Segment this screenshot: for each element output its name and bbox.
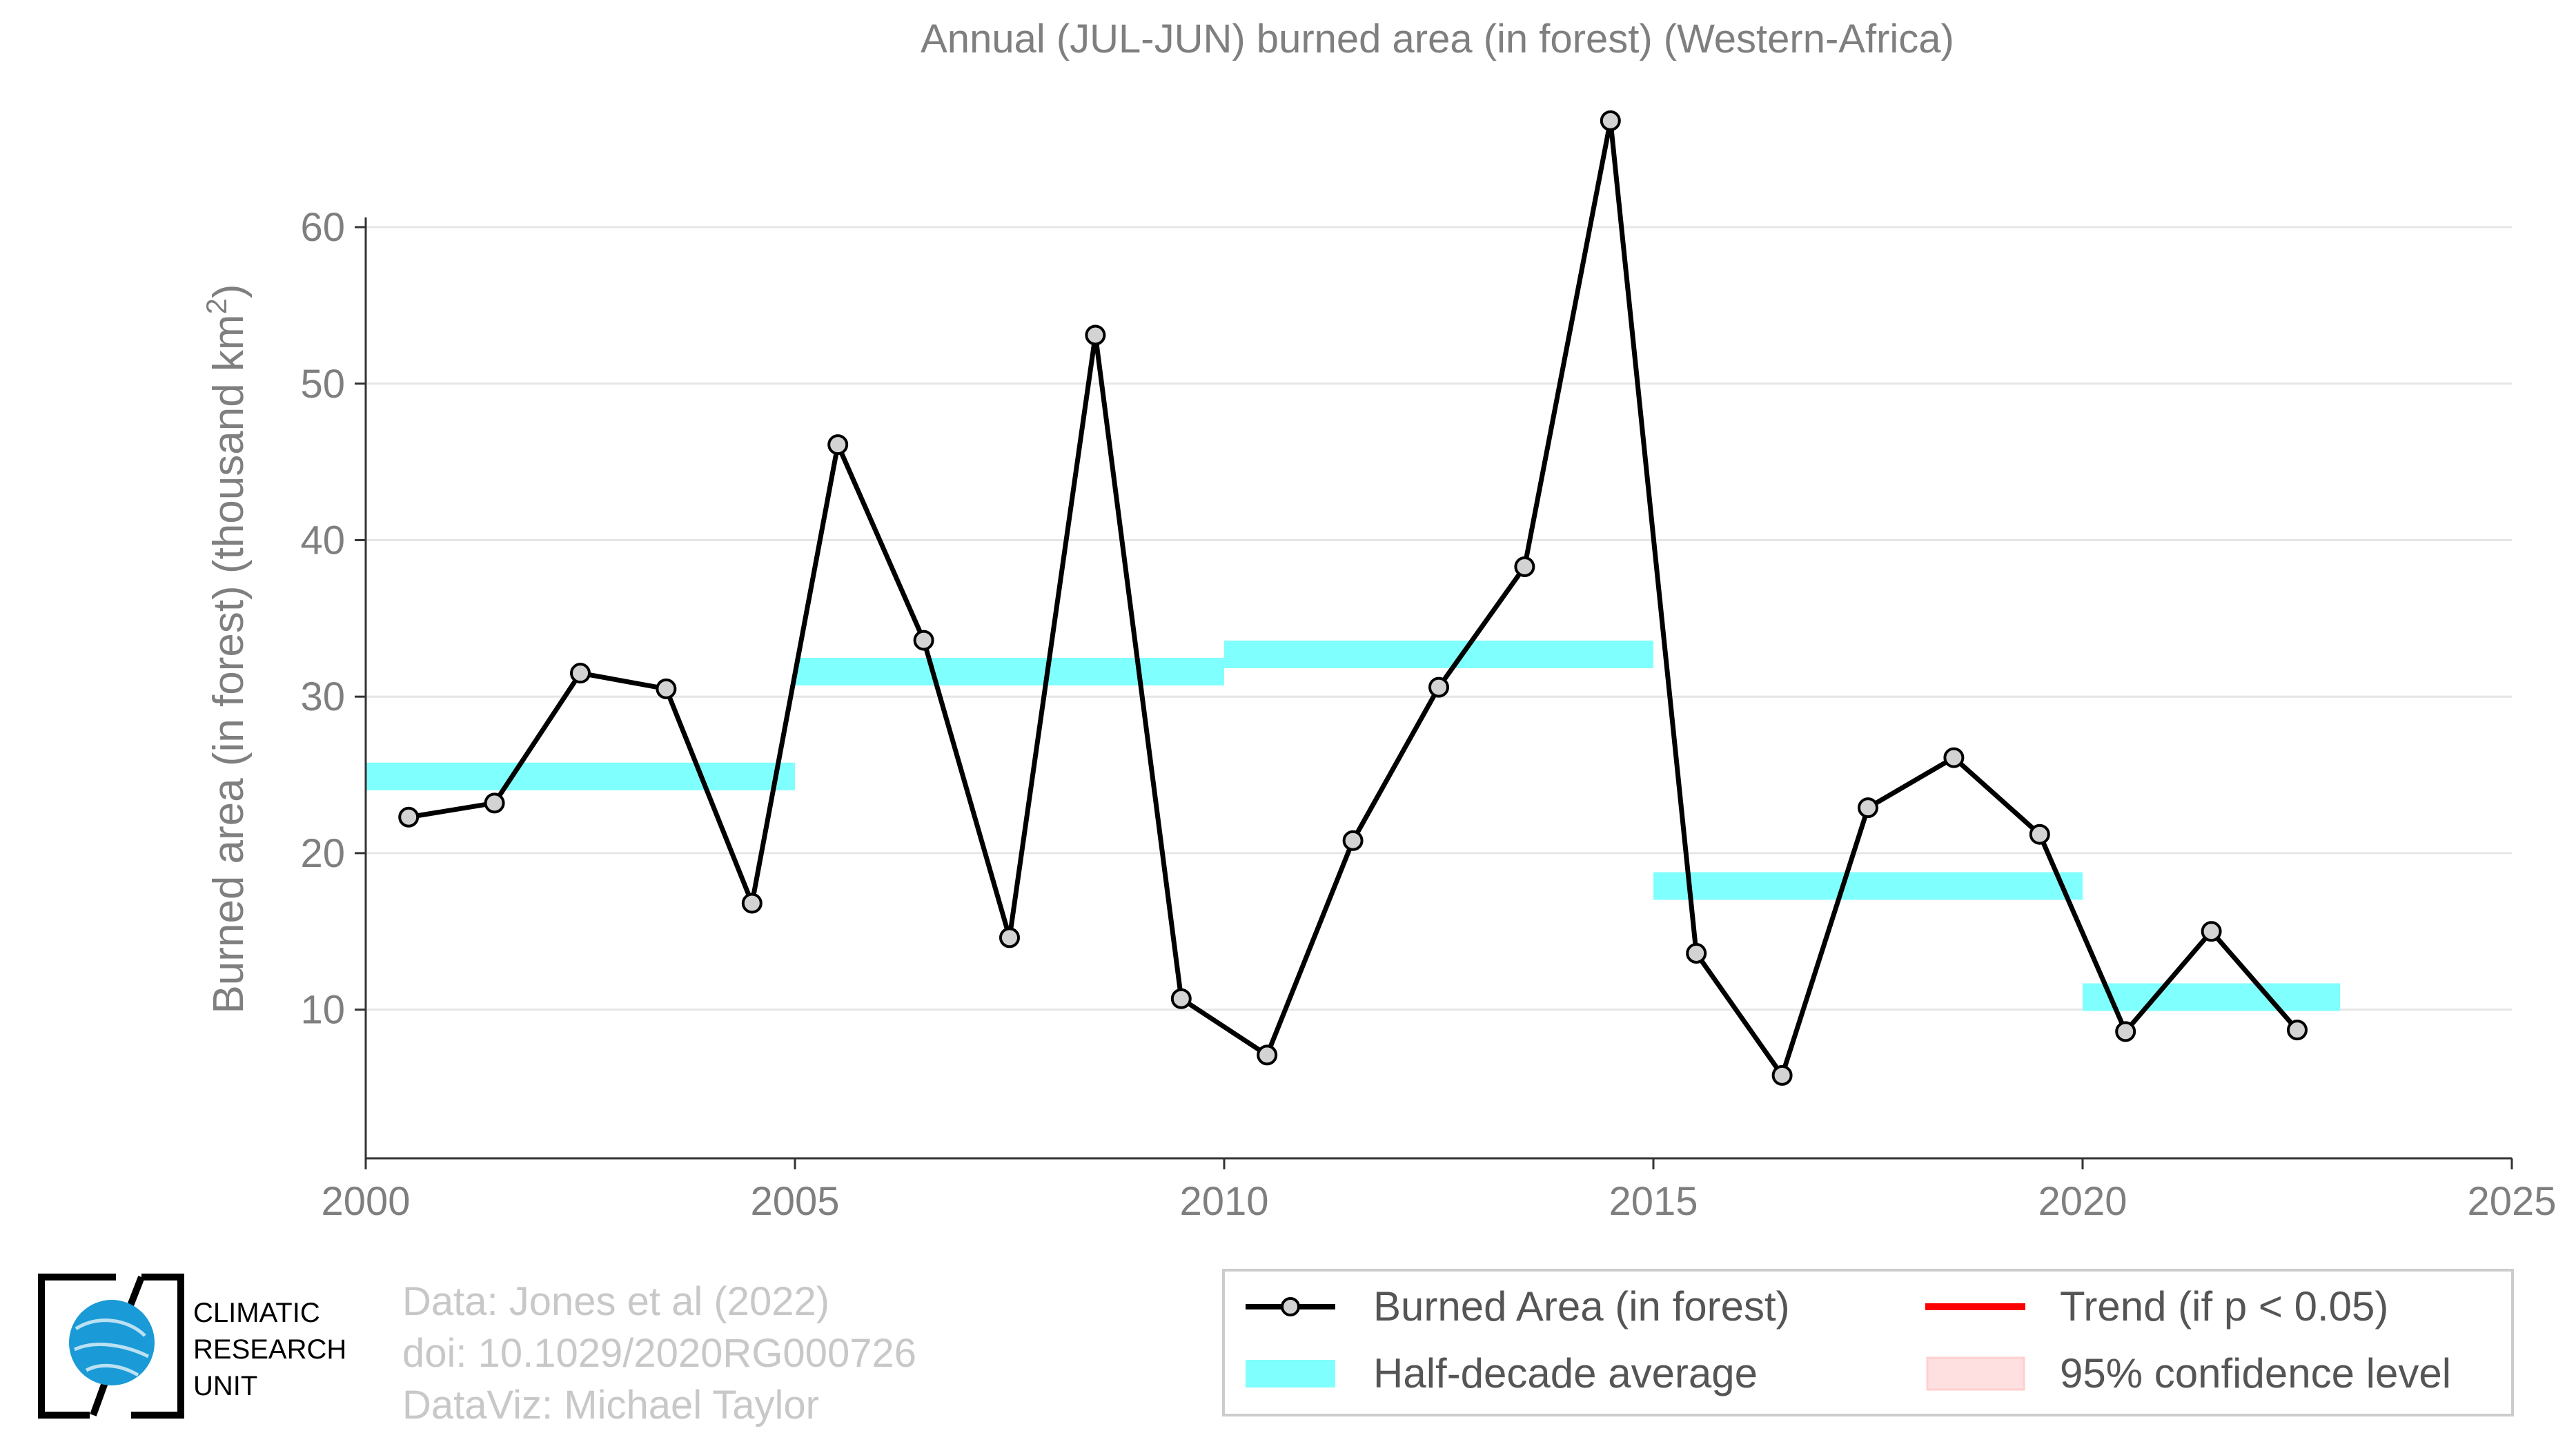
legend-box [1222, 1269, 2514, 1416]
data-point [1771, 1064, 1793, 1086]
y-axis-title-close: ) [205, 284, 253, 298]
logo-bracket-left [38, 1274, 116, 1419]
half-decade-band [1653, 872, 2083, 900]
series-line [408, 118, 2299, 1078]
data-point [484, 792, 505, 814]
legend-label-half-decade: Half-decade average [1373, 1350, 1758, 1396]
data-point [2115, 1021, 2136, 1042]
x-tick-label: 2005 [750, 1179, 839, 1224]
data-credits: Data: Jones et al (2022) doi: 10.1029/20… [402, 1279, 916, 1428]
x-tick-label: 2025 [2467, 1179, 2556, 1224]
cru-logo: CLIMATIC RESEARCH UNIT [38, 1274, 346, 1419]
x-tick-label: 2010 [1179, 1179, 1268, 1224]
data-point [1858, 797, 1878, 819]
y-axis-title-main: Burned area (in forest) (thousand km [205, 314, 253, 1013]
legend-marker-burned-area [1281, 1297, 1300, 1316]
data-point [741, 893, 763, 914]
logo-line-3: UNIT [193, 1371, 257, 1401]
grid [366, 226, 2512, 1011]
data-point [1257, 1044, 1278, 1066]
credit-line-2: doi: 10.1029/2020RG000726 [402, 1331, 916, 1376]
data-point [1514, 556, 1535, 578]
data-point [2287, 1020, 2308, 1041]
half-decade-band [366, 762, 795, 790]
y-tick-label: 30 [300, 674, 345, 719]
data-point [827, 434, 849, 456]
legend-label-confidence: 95% confidence level [2060, 1350, 2451, 1396]
credit-line-3: DataViz: Michael Taylor [402, 1383, 819, 1428]
legend-swatch-confidence [1926, 1356, 2025, 1391]
y-axis-title: Burned area (in forest) (thousand km2) [200, 284, 253, 1013]
x-tick-label: 2000 [321, 1179, 410, 1224]
data-point [1686, 943, 1707, 964]
data-point [1085, 324, 1106, 346]
data-point [1600, 110, 1621, 131]
half-decade-bands [366, 640, 2341, 1011]
y-axis-ticks: 10 20 30 40 50 60 [300, 205, 367, 1158]
data-point [1428, 676, 1449, 698]
chart-title: Annual (JUL-JUN) burned area (in forest)… [921, 17, 1954, 61]
x-tick-label: 2015 [1609, 1179, 1698, 1224]
y-tick-label: 60 [300, 205, 345, 250]
data-point [2201, 921, 2222, 942]
data-point [1342, 830, 1364, 851]
legend-label-burned-area: Burned Area (in forest) [1373, 1283, 1790, 1330]
data-point [999, 927, 1020, 948]
data-point [656, 678, 677, 699]
data-point [1170, 988, 1192, 1009]
data-point [1943, 747, 1965, 768]
logo-bracket-right [131, 1274, 184, 1419]
y-tick-label: 50 [300, 362, 345, 407]
legend-label-trend: Trend (if p < 0.05) [2060, 1283, 2388, 1330]
credit-line-1: Data: Jones et al (2022) [402, 1279, 829, 1324]
x-axis: 2000 2005 2010 2015 2020 2025 [321, 1157, 2557, 1224]
half-decade-band [2083, 983, 2341, 1011]
y-tick-label: 20 [300, 831, 345, 876]
half-decade-band [795, 657, 1224, 685]
y-tick-label: 10 [300, 988, 345, 1033]
logo-line-2: RESEARCH [193, 1334, 346, 1365]
data-point [2029, 824, 2050, 845]
globe-icon [69, 1300, 155, 1385]
x-tick-label: 2020 [2038, 1179, 2127, 1224]
half-decade-band [1224, 640, 1653, 668]
y-axis-title-superscript: 2 [200, 298, 233, 314]
logo-line-1: CLIMATIC [193, 1298, 320, 1328]
data-point [570, 663, 591, 684]
globe-swirl-icon [73, 1318, 150, 1377]
data-point [398, 806, 420, 828]
burned-area-series [398, 110, 2308, 1086]
data-point [913, 630, 934, 651]
legend-swatch-half-decade [1246, 1360, 1335, 1387]
legend: Burned Area (in forest) Trend (if p < 0.… [1222, 1269, 2514, 1416]
y-tick-label: 40 [300, 518, 345, 563]
